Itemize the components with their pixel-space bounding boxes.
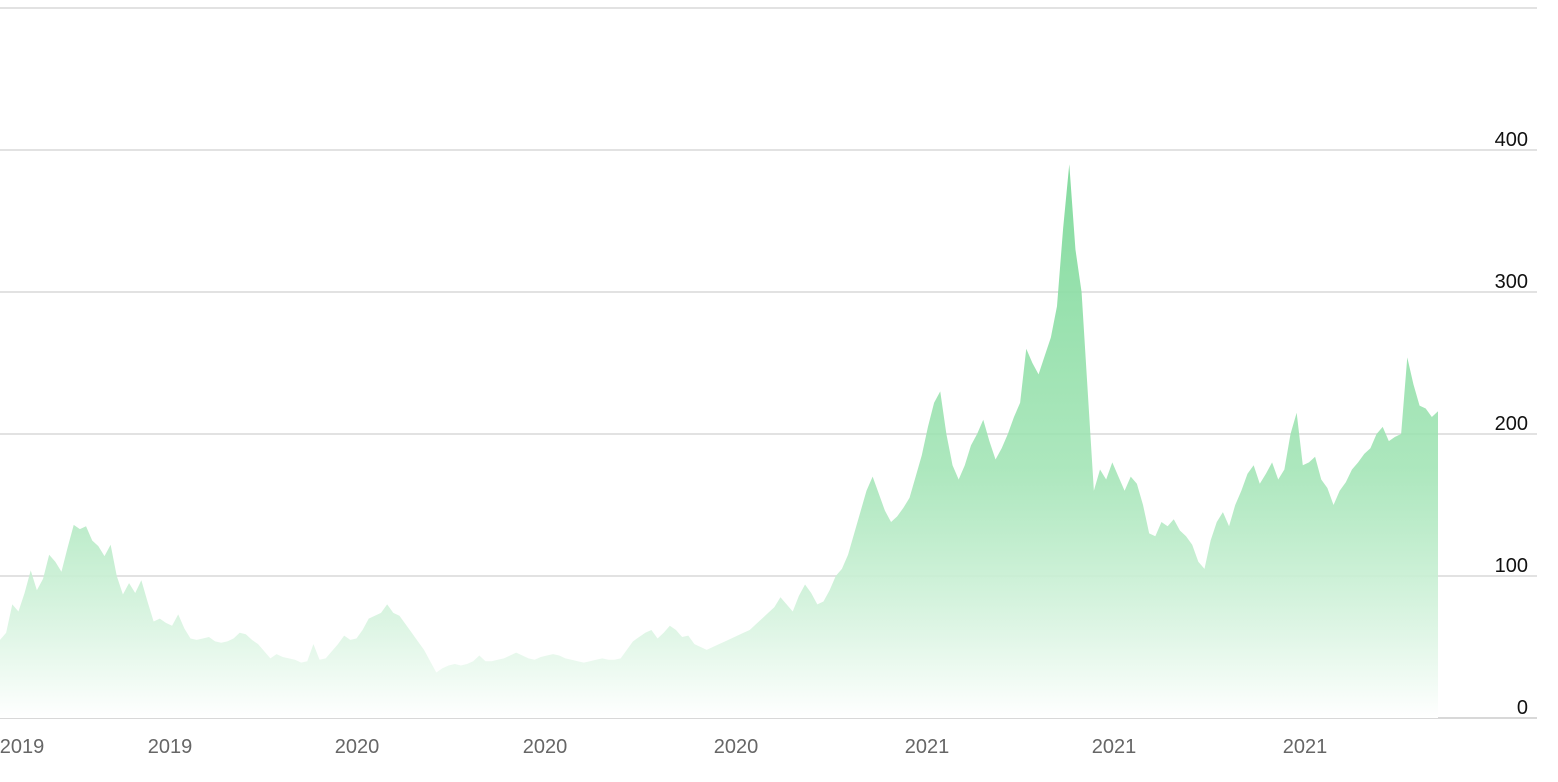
x-tick-label: 2021 [1283, 736, 1328, 758]
y-tick-label: 200 [1495, 413, 1528, 435]
x-tick-label: 2020 [335, 736, 380, 758]
y-tick-label: 300 [1495, 271, 1528, 293]
x-tick-label: 2021 [905, 736, 950, 758]
x-tick-label: 2020 [714, 736, 759, 758]
y-tick-label: 400 [1495, 129, 1528, 151]
y-tick-label: 0 [1517, 697, 1528, 719]
y-tick-label: 100 [1495, 555, 1528, 577]
x-tick-label: 2019 [0, 736, 44, 758]
y-axis-ticks: 0 100 200 300 400 [1495, 129, 1528, 719]
x-axis-ticks: 2019 2019 2020 2020 2020 2021 2021 2021 [0, 736, 1327, 758]
x-tick-label: 2020 [523, 736, 568, 758]
area-series [0, 164, 1438, 718]
x-tick-label: 2019 [148, 736, 193, 758]
x-tick-label: 2021 [1092, 736, 1137, 758]
